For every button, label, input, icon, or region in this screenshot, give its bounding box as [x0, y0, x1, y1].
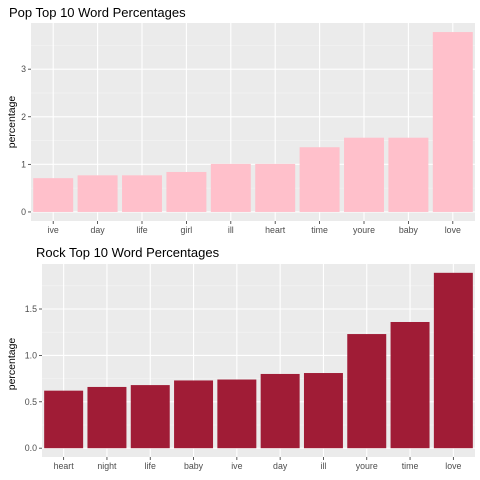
pop-bar-day: [77, 175, 118, 212]
pop-bar-heart: [255, 163, 296, 212]
rock-xtick-label-youre: youre: [356, 461, 378, 471]
rock-ytick-label: 0.0: [25, 443, 37, 453]
pop-ytick-label: 0: [21, 207, 26, 217]
rock-chart-ylabel: percentage: [6, 338, 18, 391]
pop-bar-time: [299, 147, 340, 212]
rock-bar-time: [390, 321, 430, 449]
pop-xtick-label-day: day: [91, 225, 106, 235]
rock-chart-title: Rock Top 10 Word Percentages: [36, 245, 220, 260]
rock-bar-baby: [174, 380, 214, 449]
pop-xtick-label-ill: ill: [228, 225, 234, 235]
pop-chart-ylabel: percentage: [6, 96, 18, 149]
rock-bar-love: [433, 272, 473, 449]
pop-xtick-label-ive: ive: [48, 225, 59, 235]
rock-xtick-label-ive: ive: [231, 461, 242, 471]
pop-ytick-label: 1: [21, 159, 26, 169]
rock-bar-ive: [217, 379, 257, 449]
rock-bar-ill: [303, 373, 343, 449]
pop-xtick-label-life: life: [136, 225, 147, 235]
pop-bar-love: [432, 32, 473, 212]
pop-ytick-label: 2: [21, 112, 26, 122]
pop-xtick-label-love: love: [445, 225, 461, 235]
pop-bar-life: [122, 175, 162, 212]
rock-ytick-label: 0.5: [25, 397, 37, 407]
rock-xtick-label-baby: baby: [184, 461, 204, 471]
pop-bar-ill: [210, 163, 251, 212]
rock-bar-night: [87, 386, 127, 449]
pop-chart: 0 1 2 3 ive day life girl ill heart time youre baby l…: [6, 5, 475, 235]
pop-xtick-label-time: time: [311, 225, 328, 235]
pop-bar-youre: [344, 137, 384, 212]
pop-xtick-label-baby: baby: [399, 225, 419, 235]
rock-xtick-label-ill: ill: [321, 461, 327, 471]
rock-xtick-label-heart: heart: [54, 461, 75, 471]
pop-bar-ive: [33, 178, 74, 212]
rock-ytick-label: 1.5: [25, 304, 37, 314]
rock-xtick-label-life: life: [145, 461, 156, 471]
rock-bar-youre: [347, 334, 387, 449]
rock-bar-life: [130, 385, 170, 449]
pop-bar-baby: [388, 137, 429, 212]
rock-bar-heart: [44, 390, 84, 449]
pop-xtick-label-girl: girl: [181, 225, 193, 235]
rock-xtick-label-day: day: [273, 461, 288, 471]
pop-ytick-label: 3: [21, 64, 26, 74]
rock-chart: 0.0 0.5 1.0 1.5 heart night life baby ive day ill y…: [6, 245, 475, 471]
rock-xtick-label-time: time: [402, 461, 419, 471]
pop-xtick-label-youre: youre: [353, 225, 375, 235]
pop-bar-girl: [166, 171, 207, 212]
pop-xtick-label-heart: heart: [265, 225, 286, 235]
rock-xtick-label-love: love: [445, 461, 461, 471]
rock-bar-day: [260, 373, 300, 449]
pop-chart-title: Pop Top 10 Word Percentages: [9, 5, 186, 20]
rock-ytick-label: 1.0: [25, 350, 37, 360]
rock-xtick-label-night: night: [97, 461, 117, 471]
